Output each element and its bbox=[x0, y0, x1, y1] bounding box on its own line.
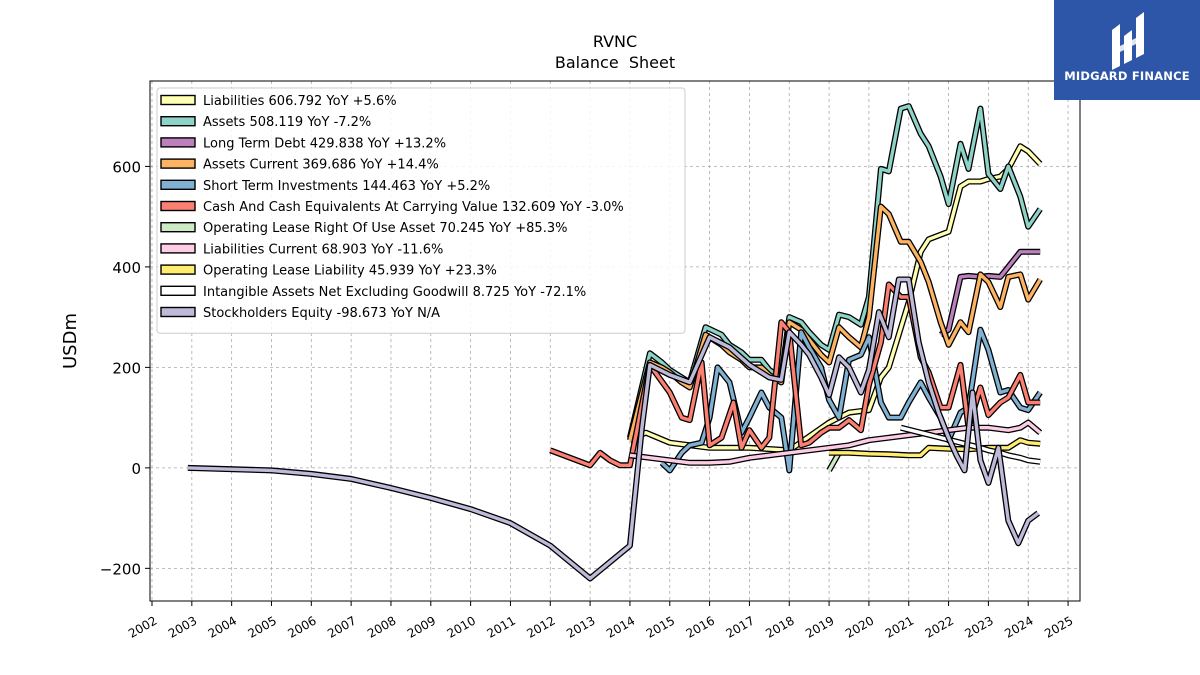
x-tick-label: 2011 bbox=[484, 613, 517, 640]
series-layer bbox=[187, 103, 1043, 582]
series-intangible-assets-net-excluding-goodwill bbox=[900, 424, 1041, 465]
x-tick-label: 2008 bbox=[365, 613, 398, 640]
x-tick-label: 2016 bbox=[684, 613, 717, 640]
legend-swatch bbox=[160, 200, 196, 212]
x-tick-label: 2022 bbox=[923, 613, 956, 640]
x-tick-label: 2025 bbox=[1042, 613, 1075, 640]
x-tick-label: 2024 bbox=[1002, 613, 1035, 640]
legend-swatch bbox=[160, 179, 196, 191]
legend-label: Stockholders Equity -98.673 YoY N/A bbox=[203, 306, 440, 321]
x-tick-label: 2020 bbox=[843, 613, 876, 640]
chart-title: RVNC bbox=[593, 32, 637, 51]
x-tick-label: 2005 bbox=[246, 613, 279, 640]
chart-subtitle: Balance Sheet bbox=[555, 53, 675, 72]
legend-swatch bbox=[160, 264, 196, 275]
legend-label: Operating Lease Right Of Use Asset 70.24… bbox=[203, 221, 567, 236]
legend-label: Short Term Investments 144.463 YoY +5.2% bbox=[203, 179, 490, 194]
y-axis-label: USDm bbox=[60, 313, 81, 369]
legend-label: Cash And Cash Equivalents At Carrying Va… bbox=[203, 200, 624, 215]
brand-logo: MIDGARD FINANCE bbox=[1054, 0, 1200, 100]
x-tick-label: 2017 bbox=[723, 613, 756, 640]
y-tick-label: 600 bbox=[112, 158, 141, 176]
x-tick-label: 2010 bbox=[445, 613, 478, 640]
series-line bbox=[549, 282, 1041, 467]
series-line bbox=[939, 250, 1041, 337]
y-tick-label: −200 bbox=[100, 560, 141, 578]
x-tick-label: 2007 bbox=[325, 613, 358, 640]
legend-swatch bbox=[160, 221, 196, 233]
x-tick-label: 2003 bbox=[166, 613, 199, 640]
plot-frame bbox=[149, 80, 1081, 602]
legend-swatch bbox=[160, 94, 196, 106]
logo-mark-icon bbox=[1112, 12, 1144, 70]
legend-label: Liabilities Current 68.903 YoY -11.6% bbox=[203, 242, 443, 257]
x-tick-label: 2002 bbox=[126, 613, 159, 640]
x-tick-label: 2012 bbox=[524, 613, 557, 640]
x-tick-label: 2015 bbox=[644, 613, 677, 640]
series-long-term-debt bbox=[939, 248, 1041, 338]
legend-swatch bbox=[160, 137, 196, 148]
series-liabilities-current bbox=[629, 419, 1043, 466]
y-tick-label: 200 bbox=[112, 359, 141, 377]
x-tick-label: 2021 bbox=[883, 613, 916, 640]
legend-label: Liabilities 606.792 YoY +5.6% bbox=[203, 94, 397, 109]
y-axis: −200 0 200 400 600 bbox=[100, 158, 150, 578]
legend-label: Intangible Assets Net Excluding Goodwill… bbox=[203, 285, 586, 300]
series-line bbox=[829, 438, 1041, 457]
legend-label: Assets 508.119 YoY -7.2% bbox=[203, 115, 371, 130]
x-tick-label: 2018 bbox=[763, 613, 796, 640]
legend-swatch bbox=[160, 243, 196, 254]
series-short-term-investments bbox=[659, 326, 1043, 474]
series-stockholders-equity bbox=[187, 276, 1040, 582]
legend-swatch bbox=[160, 285, 196, 296]
series-line bbox=[900, 426, 1041, 464]
series-assets bbox=[626, 103, 1043, 439]
legend-label: Long Term Debt 429.838 YoY +13.2% bbox=[203, 136, 446, 151]
series-line bbox=[660, 328, 1042, 473]
x-tick-label: 2019 bbox=[803, 613, 836, 640]
legend-swatch bbox=[160, 306, 196, 318]
series-line bbox=[187, 277, 1040, 581]
series-line bbox=[628, 104, 1042, 439]
series-cash-and-cash-equivalents-at-carrying-value bbox=[549, 281, 1041, 469]
x-tick-label: 2006 bbox=[285, 613, 318, 640]
legend-swatch bbox=[160, 115, 196, 127]
series-line bbox=[629, 420, 1042, 465]
logo-text: MIDGARD FINANCE bbox=[1064, 69, 1190, 83]
x-axis: 2002 2003 2004 2005 2006 2007 2008 2009 2010 2011… bbox=[126, 601, 1076, 641]
y-tick-label: 400 bbox=[112, 259, 141, 277]
legend-label: Assets Current 369.686 YoY +14.4% bbox=[203, 158, 439, 173]
x-tick-label: 2004 bbox=[206, 613, 239, 640]
x-tick-label: 2013 bbox=[564, 613, 597, 640]
x-tick-label: 2009 bbox=[405, 613, 438, 640]
series-operating-lease-liability bbox=[829, 437, 1041, 459]
legend-box bbox=[156, 87, 686, 334]
x-tick-label: 2014 bbox=[604, 613, 637, 640]
y-tick-label: 0 bbox=[131, 460, 141, 478]
x-tick-label: 2023 bbox=[962, 613, 995, 640]
legend: Liabilities 606.792 YoY +5.6% Assets 508.… bbox=[156, 87, 686, 334]
legend-swatch bbox=[160, 158, 196, 169]
legend-label: Operating Lease Liability 45.939 YoY +23… bbox=[203, 264, 497, 279]
